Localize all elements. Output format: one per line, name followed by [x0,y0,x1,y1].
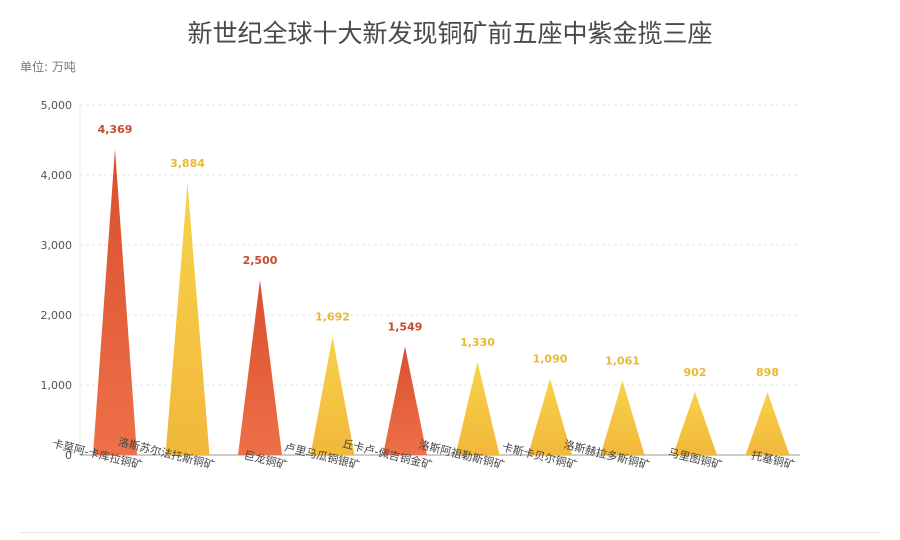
bars [93,149,790,456]
data-labels: 4,369 3,884 2,500 1,692 1,549 1,330 1,090 1,061… [98,123,779,379]
y-axis-ticks: 0 1,000 2,000 3,000 4,000 5,000 [41,99,73,462]
data-label: 902 [684,366,707,379]
bar [745,392,790,455]
y-tick-label: 3,000 [41,239,73,252]
y-tick-label: 4,000 [41,169,73,182]
bottom-divider [20,532,880,533]
bar [600,380,645,455]
unit-label: 单位: 万吨 [20,60,76,74]
bar [165,183,210,455]
y-tick-label: 2,000 [41,309,73,322]
data-label: 898 [756,366,779,379]
data-label: 1,090 [533,353,568,366]
y-tick-label: 5,000 [41,99,73,112]
data-label: 4,369 [98,123,133,136]
data-label: 1,330 [460,336,495,349]
bar [383,346,427,455]
y-tick-label: 0 [65,449,72,462]
bar [310,336,355,455]
bar [528,378,572,455]
bar [238,280,282,455]
y-tick-label: 1,000 [41,379,73,392]
data-label: 1,692 [315,311,350,324]
data-label: 2,500 [243,254,278,267]
bar [673,391,717,455]
bar [93,149,137,456]
data-label: 1,549 [388,321,423,334]
chart-title: 新世纪全球十大新发现铜矿前五座中紫金揽三座 [187,19,713,48]
data-label: 1,061 [605,355,640,368]
bar [455,361,500,455]
data-label: 3,884 [170,157,205,170]
